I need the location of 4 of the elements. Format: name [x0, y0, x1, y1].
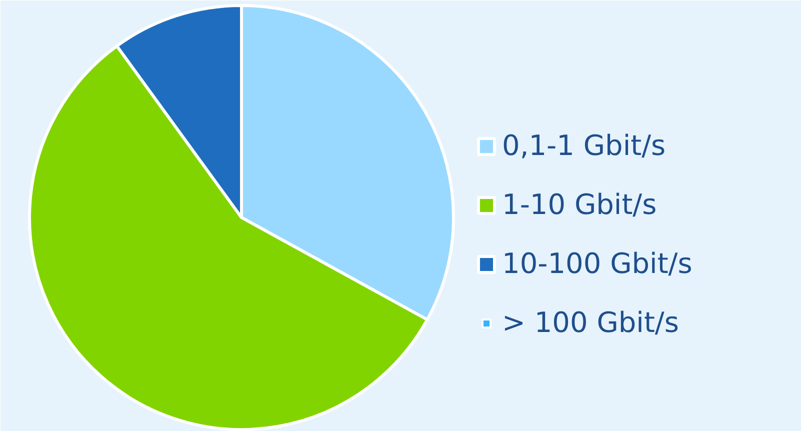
legend-label: 10-100 Gbit/s [502, 247, 692, 280]
legend-label: 1-10 Gbit/s [502, 188, 657, 221]
legend-label: 0,1-1 Gbit/s [502, 129, 666, 162]
legend-label: > 100 Gbit/s [502, 306, 679, 339]
